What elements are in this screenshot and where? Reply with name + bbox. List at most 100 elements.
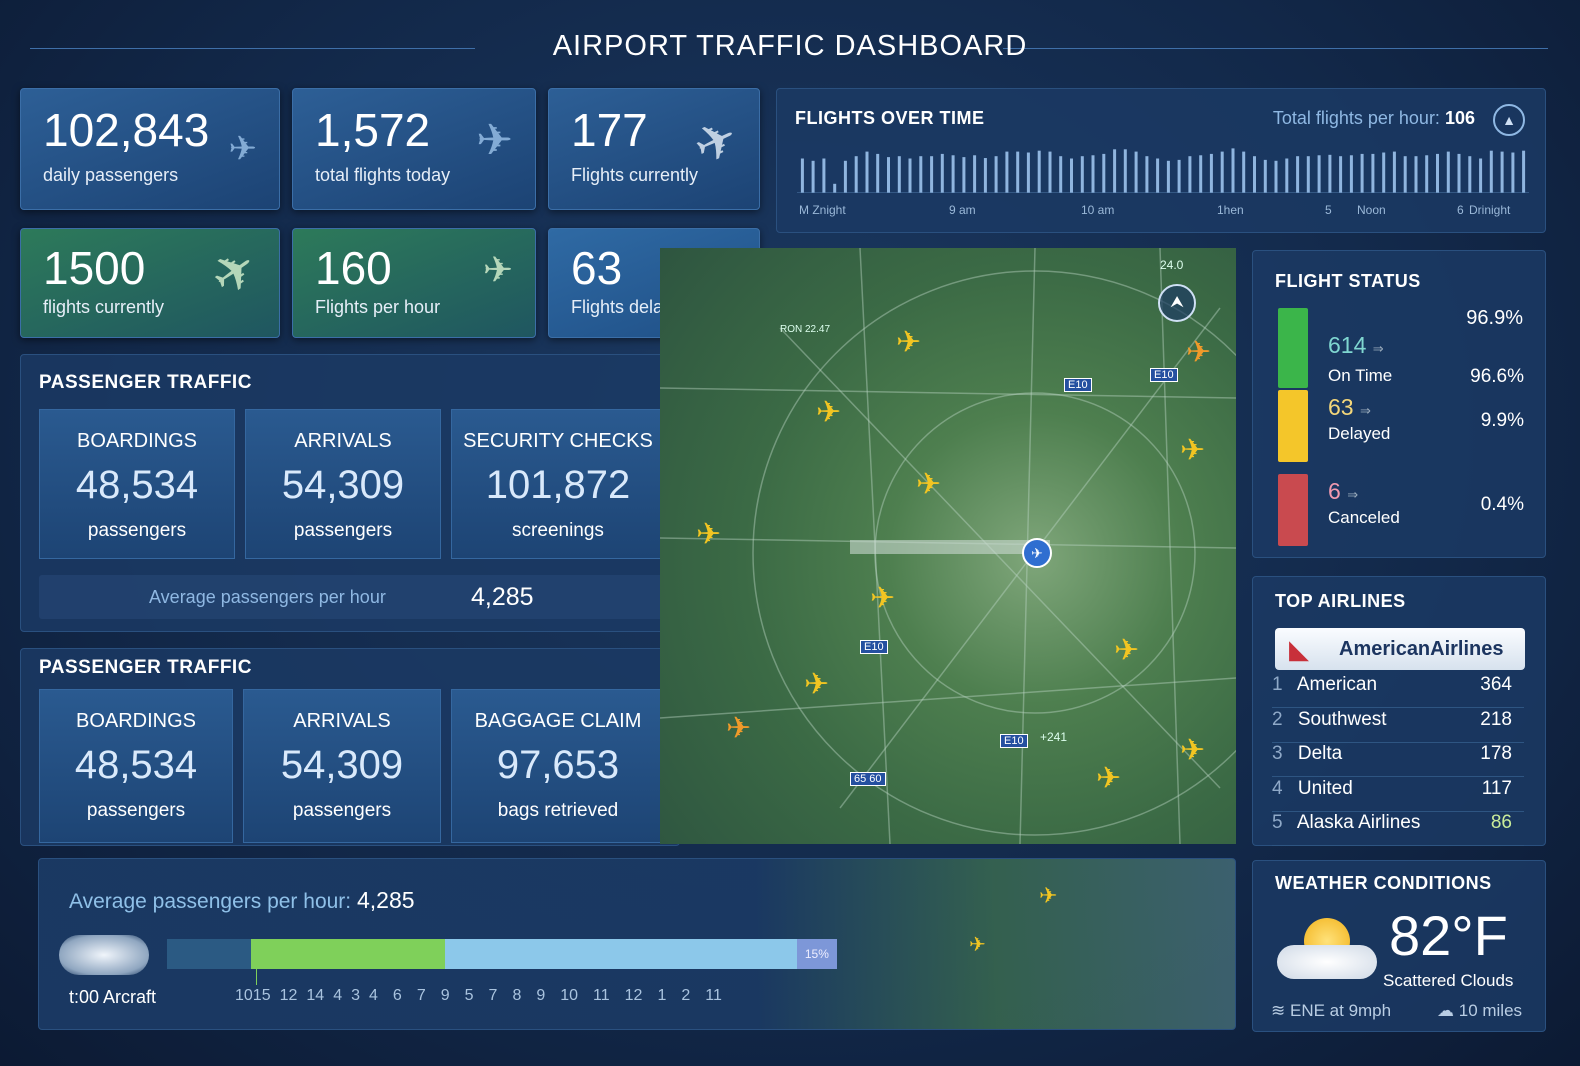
timeline-tick: 2	[681, 987, 691, 1004]
timeline-tick: 4	[369, 987, 378, 1004]
airline-logo-icon: ◣	[1289, 634, 1309, 664]
airplane-icon[interactable]: ✈	[696, 518, 722, 551]
flight-bar	[1080, 156, 1084, 193]
kpi-label: Flights currently	[571, 165, 699, 185]
flight-bar	[876, 153, 880, 193]
airplane-icon[interactable]: ✈	[896, 326, 922, 359]
flight-bar	[1113, 149, 1117, 193]
status-pct: 0.4%	[1480, 494, 1524, 515]
airline-row[interactable]: 5 Alaska Airlines 86	[1272, 812, 1524, 846]
status-row-canceled[interactable]: 6 ⇒ Canceled 0.4%	[1278, 474, 1528, 546]
total-flights-per-hour: Total flights per hour: 106	[1273, 108, 1475, 129]
flight-bar	[951, 155, 955, 193]
x-tick-label: 5	[1325, 203, 1332, 217]
security-checks-card: SECURITY CHECKS 101,872 screenings	[451, 409, 665, 559]
arrow-icon: ⇒	[1347, 487, 1359, 502]
airline-rank: 2	[1272, 708, 1283, 730]
card-value: 101,872	[485, 463, 631, 507]
kpi-value: 1,572	[315, 104, 431, 156]
flight-bar	[1123, 149, 1127, 193]
airplane-icon[interactable]: ✈	[726, 712, 752, 745]
airplane-icon[interactable]: ✈	[1186, 336, 1212, 369]
airplane-icon[interactable]: ✈	[1114, 634, 1140, 667]
airport-radar-map[interactable]: ✈ ⮝ 24.0 E10 E10 E10 E10 65 60 +241 RON …	[660, 248, 1236, 844]
avg-value: 4,285	[356, 887, 415, 913]
airline-name: Southwest	[1297, 708, 1387, 730]
timeline-tick: 11	[593, 987, 610, 1004]
top-airlines-panel: TOP AIRLINES ◣ AmericanAirlines	[1252, 576, 1546, 846]
flight-bar	[1479, 158, 1483, 193]
flight-bar	[1457, 153, 1461, 193]
airline-count: 117	[1481, 777, 1512, 799]
flights-over-time-panel: FLIGHTS OVER TIME Total flights per hour…	[776, 88, 1546, 233]
status-row-on-time[interactable]: 614 ⇒ On Time 96.6%	[1278, 308, 1528, 404]
flight-bar	[1511, 152, 1515, 193]
arrow-icon: ⇒	[1372, 341, 1384, 356]
wind: ≋ ENE at 9mph	[1271, 1001, 1391, 1021]
flight-bar	[1296, 156, 1300, 193]
status-row-delayed[interactable]: 63 ⇒ Delayed 9.9%	[1278, 390, 1528, 462]
flight-bar	[930, 156, 934, 193]
passenger-traffic-panel-2: PASSENGER TRAFFIC BOARDINGS 48,534 passeng…	[20, 648, 680, 846]
visibility: ☁ 10 miles	[1437, 1001, 1522, 1021]
airport-marker-icon[interactable]: ✈	[1022, 538, 1052, 568]
boardings-card: BOARDINGS 48,534 passengers	[39, 689, 233, 843]
airline-count: 364	[1480, 674, 1512, 695]
flight-bar	[1489, 150, 1493, 193]
title-rule	[30, 48, 475, 49]
flight-bar	[1306, 156, 1310, 193]
airline-rank: 1	[1272, 674, 1283, 695]
kpi-flights-currently-2: 1500 flights currently ✈	[20, 228, 280, 338]
flight-bar	[1339, 156, 1343, 193]
flight-bar	[1349, 155, 1353, 193]
flight-bar	[1403, 156, 1407, 193]
airplane-icon[interactable]: ✈	[1180, 434, 1206, 467]
x-tick-label: Noon	[1357, 203, 1386, 217]
visibility-text: 10 miles	[1458, 1001, 1523, 1020]
flight-bar	[822, 158, 826, 193]
timeline-tick: 7	[416, 987, 426, 1004]
compass-icon[interactable]: ⮝	[1158, 284, 1196, 322]
timeline-ticks: 1015 12 14 4 3 4 6 7 9 5 7 8 9 10 11 12 1 2 11	[235, 987, 855, 1005]
airplane-icon[interactable]: ✈	[1180, 734, 1206, 767]
airline-row[interactable]: 1 American 364	[1272, 674, 1524, 708]
airline-row[interactable]: 4 United 117	[1272, 778, 1524, 812]
timeline-tick: 1015	[235, 987, 271, 1004]
map-roads	[660, 248, 1236, 844]
kpi-value: 102,843	[43, 104, 210, 156]
airplane-icon[interactable]: ✈	[816, 396, 842, 429]
x-tick-label: 6	[1457, 203, 1464, 217]
airplane-icon[interactable]: ✈	[870, 582, 896, 615]
airline-row[interactable]: 2 Southwest 218	[1272, 709, 1524, 743]
timeline-tick: 8	[512, 987, 522, 1004]
baggage-claim-card: BAGGAGE CLAIM 97,653 bags retrieved	[451, 689, 665, 843]
timeline-tick: 14	[306, 987, 325, 1004]
flight-bar	[1231, 148, 1235, 193]
flight-bar	[994, 156, 998, 193]
collapse-up-button[interactable]: ▲	[1493, 104, 1525, 136]
airline-row[interactable]: 3 Delta 178	[1272, 743, 1524, 777]
panel-title: WEATHER CONDITIONS	[1275, 873, 1492, 893]
kpi-value: 177	[571, 104, 648, 156]
flight-bar	[1199, 155, 1203, 193]
status-label: Delayed	[1328, 424, 1391, 443]
progress-marker	[256, 969, 257, 985]
flight-bar	[1091, 155, 1095, 193]
logo-text: AmericanAirlines	[1339, 638, 1504, 660]
airplane-icon[interactable]: ✈	[1096, 762, 1122, 795]
highway-shield: E10	[1000, 734, 1028, 748]
flight-bar	[940, 153, 944, 193]
flight-bar	[865, 151, 869, 193]
kpi-flights-currently: 177 Flights currently ✈	[548, 88, 760, 210]
airplane-icon[interactable]: ✈	[916, 468, 942, 501]
kpi-value: 160	[315, 242, 392, 294]
bottom-avg: Average passengers per hour: 4,285	[69, 887, 415, 914]
airplane-icon[interactable]: ✈	[804, 668, 830, 701]
temperature: 82°F	[1389, 904, 1508, 967]
x-tick-label: 1hen	[1217, 203, 1244, 217]
timeline-tick: 4	[333, 987, 343, 1004]
count: 63	[1328, 394, 1354, 420]
card-unit: passengers	[87, 520, 187, 541]
flight-bar	[811, 160, 815, 193]
avg-label: Average passengers per hour:	[69, 890, 352, 913]
